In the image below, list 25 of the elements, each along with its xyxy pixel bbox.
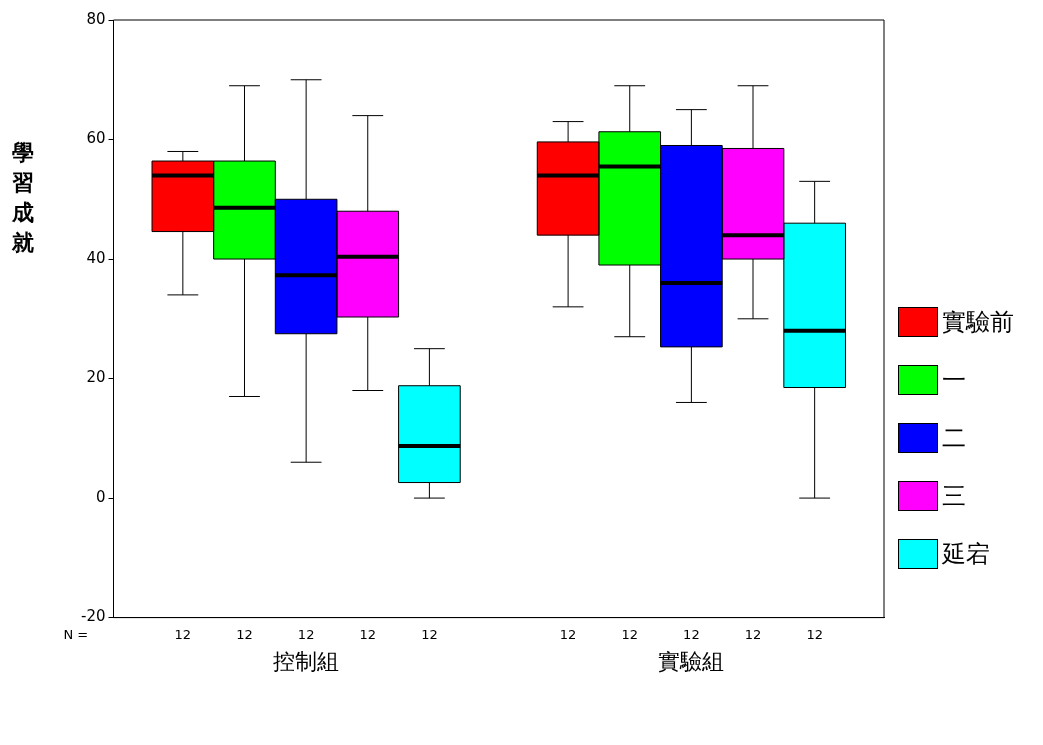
legend-label: 三 xyxy=(942,481,966,512)
x-tick-label: 實驗組 xyxy=(658,648,725,674)
legend-label: 延宕 xyxy=(942,539,990,570)
text: 12 xyxy=(683,627,700,643)
text: 12 xyxy=(421,627,438,643)
text: 12 xyxy=(174,627,192,643)
y-tick-label: -20 xyxy=(81,607,106,626)
text: 12 xyxy=(621,627,639,643)
text: 12 xyxy=(297,627,315,643)
text: 12 xyxy=(744,627,762,643)
legend-label: 實驗前 xyxy=(942,307,1014,338)
y-axis-title: 學習成就 xyxy=(12,139,35,257)
y-tick-label: 40 xyxy=(86,248,106,267)
y-tick-label: 0 xyxy=(95,487,106,506)
legend-label: 一 xyxy=(942,365,966,396)
x-tick-label: 控制組 xyxy=(273,648,340,674)
text: 12 xyxy=(236,627,253,643)
text: 12 xyxy=(806,627,823,643)
y-tick-label: 60 xyxy=(86,129,106,148)
text: N = xyxy=(63,627,89,643)
y-tick-label: 20 xyxy=(86,368,106,387)
legend-label: 二 xyxy=(942,423,966,454)
text: 12 xyxy=(559,627,577,643)
text: 12 xyxy=(359,627,377,643)
y-tick-label: 80 xyxy=(86,9,106,28)
